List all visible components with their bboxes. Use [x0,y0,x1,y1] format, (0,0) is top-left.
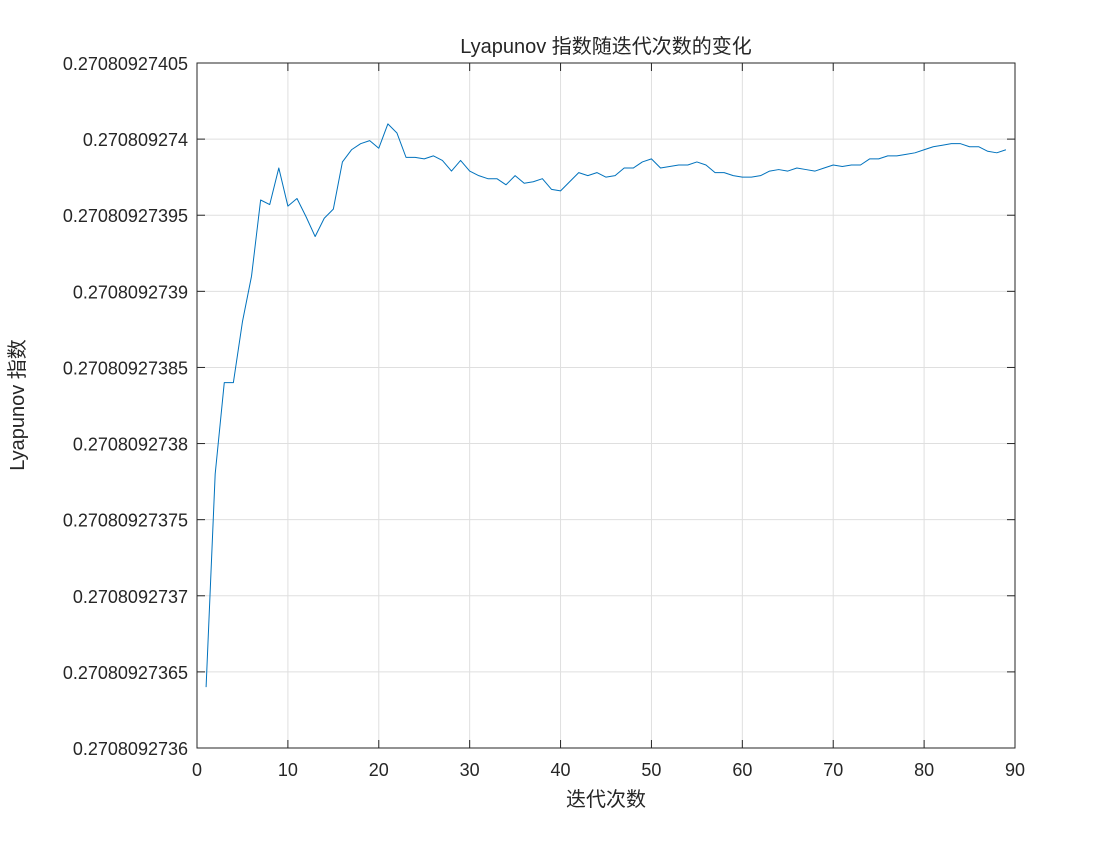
x-tick-label: 80 [914,760,934,780]
axes [196,62,1016,749]
x-tick-label: 30 [460,760,480,780]
x-axis-label: 迭代次数 [566,788,646,811]
y-tick-label: 0.27080927375 [63,511,188,531]
series-line-1 [205,123,1007,688]
grid [197,63,1015,748]
x-axis-ticks: 0 10 20 30 40 50 60 70 80 90 [192,63,1025,780]
y-tick-label: 0.2708092739 [73,282,188,302]
y-tick-label: 0.27080927395 [63,206,188,226]
plot-area [197,63,1015,748]
y-tick-label: 0.27080927405 [63,54,188,74]
y-tick-label: 0.2708092738 [73,435,188,455]
y-tick-label: 0.2708092737 [73,587,188,607]
chart-title: Lyapunov 指数随迭代次数的变化 [460,35,752,58]
y-tick-label: 0.270809274 [83,130,188,150]
x-tick-label: 20 [369,760,389,780]
x-tick-label: 90 [1005,760,1025,780]
y-tick-label: 0.2708092736 [73,739,188,759]
y-tick-label: 0.27080927365 [63,663,188,683]
y-tick-label: 0.27080927385 [63,358,188,378]
x-tick-label: 60 [732,760,752,780]
axes-box [196,62,1016,749]
x-tick-label: 0 [192,760,202,780]
x-tick-label: 40 [551,760,571,780]
x-tick-label: 10 [278,760,298,780]
x-tick-label: 50 [641,760,661,780]
series-layer [205,123,1007,688]
y-axis-label: Lyapunov 指数 [6,339,29,471]
x-tick-label: 70 [823,760,843,780]
y-axis-ticks: 0.2708092736 0.27080927365 0.2708092737 0.2… [63,54,1015,759]
